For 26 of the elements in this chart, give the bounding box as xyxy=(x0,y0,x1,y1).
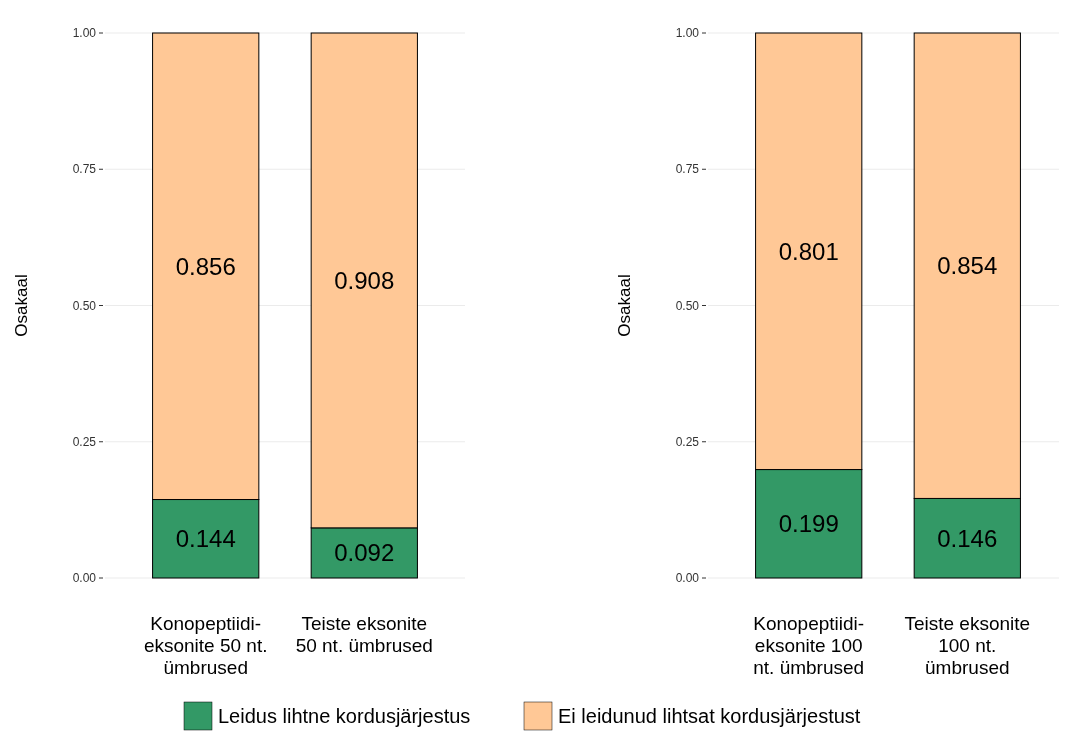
x-tick-label: Teiste eksonite 100 nt. ümbrused xyxy=(904,613,1031,678)
legend-label: Ei leidunud lihtsat kordusjärjestust xyxy=(558,705,861,727)
data-label: 0.801 xyxy=(778,237,839,265)
y-tick-label: 0.50 xyxy=(72,298,97,313)
x-tick-label: Teiste eksonite 50 nt. ümbrused xyxy=(295,613,433,656)
y-axis-title: Osakaal xyxy=(615,274,634,337)
data-label: 0.144 xyxy=(175,525,236,553)
y-tick-label: 0.75 xyxy=(72,162,97,177)
y-tick-label: 0.00 xyxy=(72,571,97,586)
y-tick-label: 0.25 xyxy=(72,434,97,449)
y-tick-label: 1.00 xyxy=(675,26,700,41)
legend-label: Leidus lihtne kordusjärjestus xyxy=(218,705,471,727)
y-tick-label: 1.00 xyxy=(72,26,97,41)
x-tick-label: Konopeptiidi-eksonite 100 nt. ümbrused xyxy=(753,613,865,678)
y-axis-title: Osakaal xyxy=(12,274,31,337)
y-tick-label: 0.00 xyxy=(675,571,700,586)
y-tick-label: 0.75 xyxy=(675,162,700,177)
data-label: 0.092 xyxy=(334,539,395,567)
y-tick-label: 0.50 xyxy=(675,298,700,313)
data-label: 0.908 xyxy=(334,266,395,294)
data-label: 0.199 xyxy=(778,510,839,538)
data-label: 0.854 xyxy=(937,252,998,280)
data-label: 0.856 xyxy=(175,252,236,280)
y-tick-label: 0.25 xyxy=(675,434,700,449)
data-label: 0.146 xyxy=(937,524,998,552)
x-tick-label: Konopeptiidi-eksonite 50 nt. ümbrused xyxy=(143,613,268,678)
